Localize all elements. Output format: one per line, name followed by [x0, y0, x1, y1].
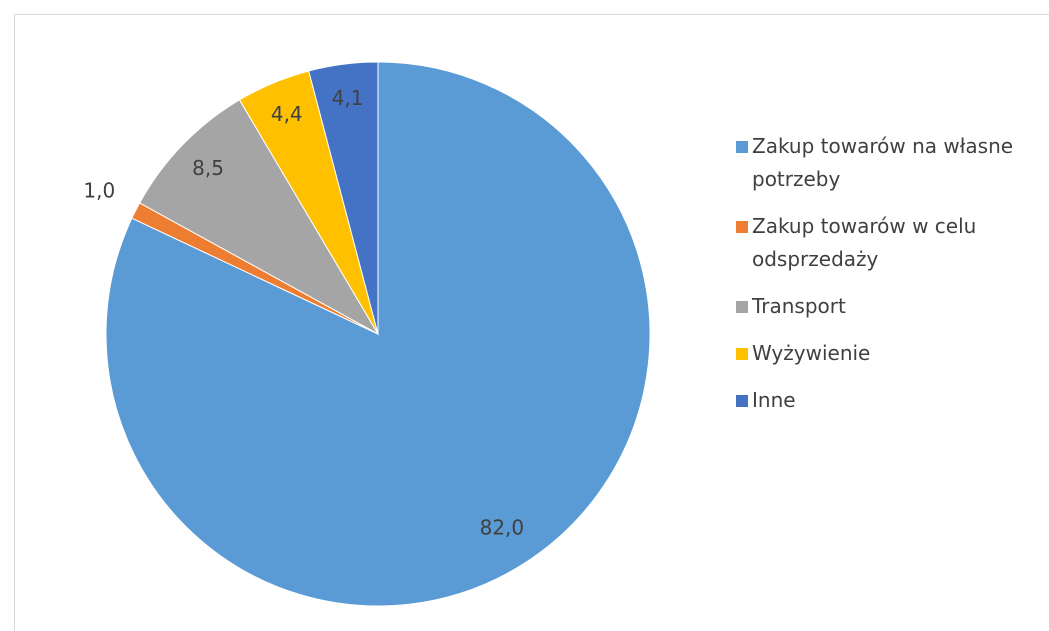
legend-swatch [736, 141, 748, 153]
chart-border [14, 14, 1049, 631]
data-label: 8,5 [192, 156, 224, 180]
legend-swatch [736, 348, 748, 360]
legend-label: Transport [752, 294, 846, 318]
data-label: 4,1 [332, 86, 364, 110]
data-label: 82,0 [480, 516, 525, 540]
data-label: 4,4 [271, 102, 303, 126]
legend-item: Zakup towarów na własne potrzeby [736, 130, 1036, 196]
legend-swatch [736, 395, 748, 407]
legend-label: Zakup towarów na własne potrzeby [752, 134, 1014, 191]
legend-item: Inne [736, 384, 1036, 417]
pie-slice [138, 99, 380, 336]
data-label: 1,0 [83, 178, 115, 202]
legend-swatch [736, 221, 748, 233]
legend-label: Inne [752, 388, 796, 412]
legend-label: Zakup towarów w celu odsprzedaży [752, 214, 977, 271]
legend-label: Wyżywienie [752, 341, 871, 365]
legend-item: Zakup towarów w celu odsprzedaży [736, 210, 1036, 276]
legend-item: Wyżywienie [736, 337, 1036, 370]
legend-swatch [736, 301, 748, 313]
pie-slice [308, 61, 379, 335]
legend-item: Transport [736, 290, 1036, 323]
legend: Zakup towarów na własne potrzeby Zakup to… [736, 130, 1036, 431]
